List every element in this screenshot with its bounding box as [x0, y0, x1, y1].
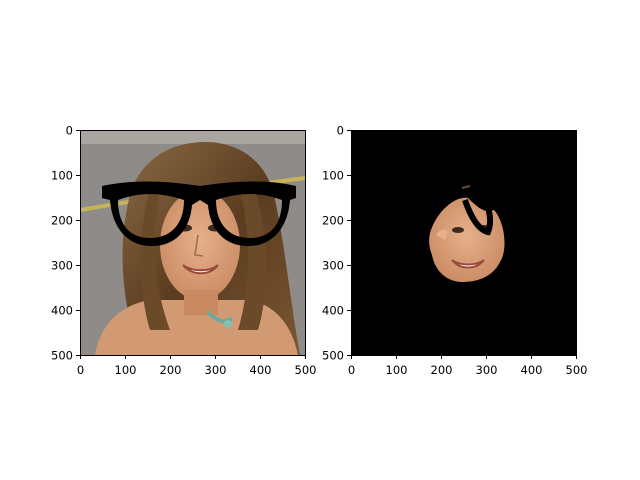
right-ytick-label: 300	[322, 259, 344, 273]
left-ytick-label: 300	[51, 259, 73, 273]
necklace-pendant	[224, 320, 232, 328]
glasses-edge	[462, 199, 494, 236]
necklace	[206, 310, 234, 324]
right-xtick-label: 400	[521, 363, 543, 377]
left-ytick-label: 500	[51, 349, 73, 363]
left-ytick-label: 0	[66, 124, 73, 138]
right-ytick-label: 0	[337, 124, 344, 138]
hair-fragment	[461, 185, 471, 189]
smile	[182, 264, 219, 275]
masked-face	[429, 197, 505, 282]
left-xtick-label: 400	[250, 363, 272, 377]
right-ytick-label: 500	[322, 349, 344, 363]
masked-smile	[451, 259, 485, 269]
right-ytick-label: 400	[322, 304, 344, 318]
left-ytick-label: 100	[51, 169, 73, 183]
right-xtick-label: 100	[386, 363, 408, 377]
left-image-panel	[80, 130, 305, 355]
right-xtick-label: 200	[431, 363, 453, 377]
left-xtick-label: 200	[160, 363, 182, 377]
glasses-overlay	[102, 181, 296, 247]
right-ytick-label: 100	[322, 169, 344, 183]
face	[160, 190, 240, 300]
left-xtick-label: 300	[205, 363, 227, 377]
left-ytick-label: 200	[51, 214, 73, 228]
right-axes-frame	[351, 130, 577, 356]
neck	[184, 290, 218, 315]
right-xtick-label: 0	[348, 363, 355, 377]
masked-eye-left	[452, 227, 464, 233]
left-axes-frame	[80, 130, 306, 356]
right-xtick-label: 500	[566, 363, 588, 377]
road-top-band	[80, 130, 305, 144]
left-xtick-label: 500	[295, 363, 317, 377]
right-image-panel	[351, 130, 576, 355]
nose	[194, 234, 204, 257]
axis-ticks: 0 100 200 300 400 500 0 100 200 300 400 500 0 100 200 3…	[51, 124, 587, 378]
right-ytick-label: 200	[322, 214, 344, 228]
left-xtick-label: 0	[77, 363, 84, 377]
face-fragment-left	[436, 229, 448, 240]
right-xtick-label: 300	[476, 363, 498, 377]
hair-strand-left	[141, 190, 170, 330]
left-xtick-label: 100	[115, 363, 137, 377]
left-ytick-label: 400	[51, 304, 73, 318]
hair-strand-right	[238, 190, 266, 330]
